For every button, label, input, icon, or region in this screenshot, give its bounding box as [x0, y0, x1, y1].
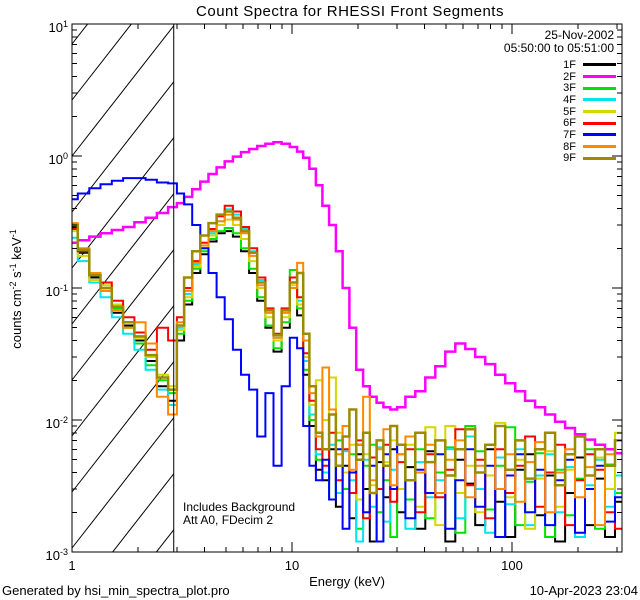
x-axis-title: Energy (keV)	[309, 574, 385, 589]
legend-item: 5F	[563, 106, 616, 118]
annotation-attenuator: Att A0, FDecim 2	[183, 513, 274, 527]
generation-timestamp: 10-Apr-2023 23:04	[529, 583, 638, 598]
legend-color-line	[583, 133, 616, 137]
plot-annotation: Includes Background Att A0, FDecim 2	[183, 501, 295, 527]
legend-item: 3F	[563, 82, 616, 94]
x-tick-label: 10	[284, 558, 300, 573]
legend-item: 9F	[563, 152, 616, 164]
page-title: Count Spectra for RHESSI Front Segments	[196, 3, 504, 20]
legend-item: 4F	[563, 94, 616, 106]
y-tick-label: 10-2	[45, 415, 68, 431]
legend-color-line	[583, 156, 616, 160]
legend-color-line	[583, 98, 616, 102]
legend-color-line	[583, 145, 616, 149]
legend: 1F 2F 3F 4F 5F 6F 7F 8F 9F	[563, 59, 616, 164]
y-axis-title: counts cm-2 s-1 keV-1	[8, 229, 24, 349]
legend-item: 6F	[563, 117, 616, 129]
legend-item: 7F	[563, 129, 616, 141]
legend-color-line	[583, 110, 616, 114]
x-tick-label: 1	[68, 558, 76, 573]
legend-item: 1F	[563, 59, 616, 71]
annotation-background: Includes Background	[183, 500, 296, 514]
y-tick-label: 100	[48, 151, 68, 167]
observation-date: 25-Nov-2002	[544, 28, 614, 42]
legend-item: 2F	[563, 71, 616, 83]
legend-color-line	[583, 63, 616, 67]
legend-item: 8F	[563, 141, 616, 153]
generated-by-text: Generated by hsi_min_spectra_plot.pro	[2, 583, 230, 598]
y-tick-label: 10-3	[45, 547, 68, 563]
observation-time-range: 05:50:00 to 05:51:00	[503, 41, 614, 55]
x-tick-label: 100	[501, 558, 523, 573]
y-tick-label: 10-1	[45, 283, 68, 299]
legend-color-line	[583, 75, 616, 79]
legend-color-line	[583, 121, 616, 125]
legend-color-line	[583, 86, 616, 90]
y-tick-label: 101	[48, 19, 68, 35]
observation-datetime: 25-Nov-2002 05:50:00 to 05:51:00	[504, 29, 614, 55]
